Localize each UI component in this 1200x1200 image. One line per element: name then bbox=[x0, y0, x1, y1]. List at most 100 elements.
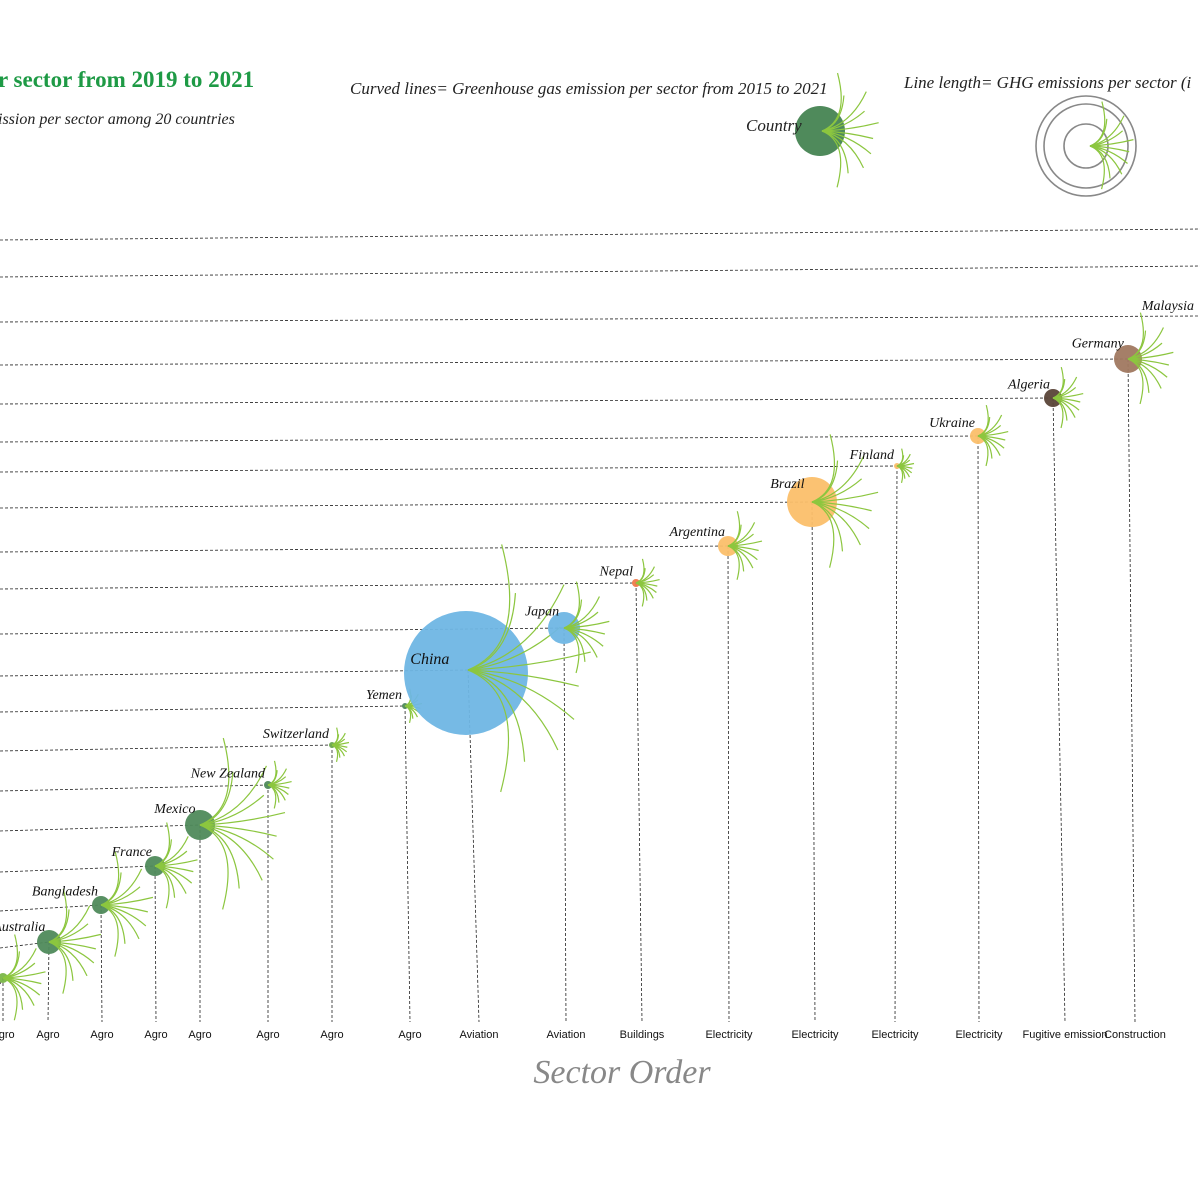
guide-line-vertical bbox=[727, 545, 730, 1023]
emission-tendrils bbox=[563, 581, 610, 674]
guide-line-vertical bbox=[894, 465, 898, 1023]
guide-line-horizontal bbox=[0, 435, 979, 443]
country-label: France bbox=[111, 845, 152, 860]
sector-tick-label: Electricity bbox=[791, 1029, 839, 1041]
sector-tick-label: Electricity bbox=[871, 1029, 919, 1041]
country-label: Mexico bbox=[153, 802, 195, 817]
sector-tick-label: Construction bbox=[1104, 1029, 1166, 1041]
tendril-line bbox=[821, 130, 842, 188]
guide-line-vertical bbox=[1052, 397, 1066, 1023]
sector-tick-label: Aviation bbox=[547, 1029, 586, 1041]
emission-tendrils bbox=[467, 544, 591, 793]
sector-tick-label: Agro bbox=[398, 1029, 421, 1041]
guide-line-vertical bbox=[811, 501, 816, 1023]
tendril-line bbox=[1127, 358, 1144, 405]
tendril-line bbox=[199, 811, 286, 826]
guide-line-horizontal bbox=[0, 744, 333, 752]
tendril-line bbox=[467, 669, 579, 687]
country-label: Germany bbox=[1072, 336, 1125, 351]
emission-tendrils bbox=[2, 934, 46, 1021]
legend-country-label: Country bbox=[746, 116, 802, 135]
tendril-line bbox=[811, 491, 879, 503]
labels: Agro Agro Australia Agro Bangladesh Agro Franc… bbox=[0, 299, 1194, 1041]
tendril-line bbox=[267, 784, 277, 809]
chart-title: r sector from 2019 to 2021 bbox=[0, 67, 254, 92]
legend-length-rings bbox=[1035, 95, 1137, 197]
legend-ring-tendrils bbox=[1089, 101, 1134, 190]
guide-line-horizontal bbox=[0, 265, 1200, 278]
tendril-line bbox=[199, 824, 263, 881]
tendril-line bbox=[1089, 145, 1105, 190]
guide-line-horizontal bbox=[0, 228, 1200, 241]
tendril-line bbox=[635, 582, 645, 607]
guide-line-horizontal bbox=[0, 705, 406, 713]
country-label: Australia bbox=[0, 920, 45, 935]
guide-line-vertical bbox=[563, 627, 567, 1023]
tendril-line bbox=[1052, 397, 1064, 429]
guide-line-horizontal bbox=[0, 824, 201, 832]
emission-tendrils bbox=[977, 404, 1009, 467]
guide-line-vertical bbox=[47, 941, 50, 1023]
emission-tendrils bbox=[727, 511, 763, 580]
sector-tick-label: Agro bbox=[36, 1029, 59, 1041]
country-label: Argentina bbox=[669, 525, 725, 540]
tendril-line bbox=[2, 977, 18, 1021]
tendril-line bbox=[467, 669, 559, 751]
country-label: Nepal bbox=[599, 564, 634, 579]
legend-ring bbox=[1035, 95, 1137, 197]
x-axis-label: Sector Order bbox=[533, 1054, 711, 1091]
bubbles bbox=[0, 312, 1174, 1021]
legend-ring bbox=[1063, 123, 1109, 169]
legend-curved-lines: Curved lines= Greenhouse gas emission pe… bbox=[350, 79, 828, 98]
emission-tendrils bbox=[199, 737, 286, 910]
country-label: Malaysia bbox=[1141, 299, 1194, 314]
tendril-line bbox=[727, 545, 740, 580]
tendril-line bbox=[811, 501, 861, 546]
sector-tick-label: Agro bbox=[144, 1029, 167, 1041]
guide-line-vertical bbox=[1127, 358, 1136, 1023]
sector-tick-label: Electricity bbox=[955, 1029, 1003, 1041]
guide-line-vertical bbox=[467, 669, 480, 1023]
tendril-line bbox=[199, 824, 274, 860]
country-label: Bangladesh bbox=[32, 884, 98, 899]
emission-tendrils bbox=[635, 558, 660, 607]
sector-tick-label: Electricity bbox=[705, 1029, 753, 1041]
chart-subtitle: ission per sector among 20 countries bbox=[0, 111, 235, 128]
guide-line-horizontal bbox=[0, 545, 729, 553]
tendril-line bbox=[2, 934, 18, 979]
tendril-line bbox=[199, 765, 267, 826]
guide-line-vertical bbox=[635, 582, 643, 1023]
emission-tendrils bbox=[1052, 366, 1084, 429]
tendril-line bbox=[467, 544, 511, 671]
tendril-line bbox=[811, 455, 865, 503]
sector-tick-label: Aviation bbox=[460, 1029, 499, 1041]
tendril-line bbox=[199, 771, 234, 826]
tendril-line bbox=[467, 669, 575, 720]
emission-tendrils bbox=[100, 851, 154, 957]
tendril-line bbox=[563, 627, 580, 674]
guide-line-vertical bbox=[404, 705, 411, 1023]
emission-tendrils bbox=[48, 888, 102, 994]
country-label: Ukraine bbox=[929, 416, 975, 431]
emission-tendrils bbox=[331, 727, 350, 763]
tendril-line bbox=[811, 501, 835, 568]
legend-bubble bbox=[795, 106, 845, 156]
guide-line-vertical bbox=[977, 435, 980, 1023]
country-label: Algeria bbox=[1007, 377, 1050, 392]
sector-tick-label: Agro bbox=[188, 1029, 211, 1041]
tendril-line bbox=[977, 435, 989, 467]
country-label: Japan bbox=[525, 605, 559, 620]
tendril-line bbox=[199, 824, 240, 889]
tendril-line bbox=[467, 584, 565, 671]
sector-tick-label: Agro bbox=[0, 1029, 15, 1041]
legend-line-length: Line length= GHG emissions per sector (i bbox=[903, 73, 1192, 92]
tendril-line bbox=[467, 669, 510, 793]
tendril-line bbox=[154, 865, 170, 909]
guide-line-horizontal bbox=[0, 358, 1129, 366]
tendril-line bbox=[467, 651, 591, 671]
sector-tick-label: Agro bbox=[320, 1029, 343, 1041]
sector-tick-label: Fugitive emission bbox=[1023, 1029, 1108, 1041]
country-label: New Zealand bbox=[190, 766, 266, 781]
emission-tendrils bbox=[1127, 312, 1174, 405]
